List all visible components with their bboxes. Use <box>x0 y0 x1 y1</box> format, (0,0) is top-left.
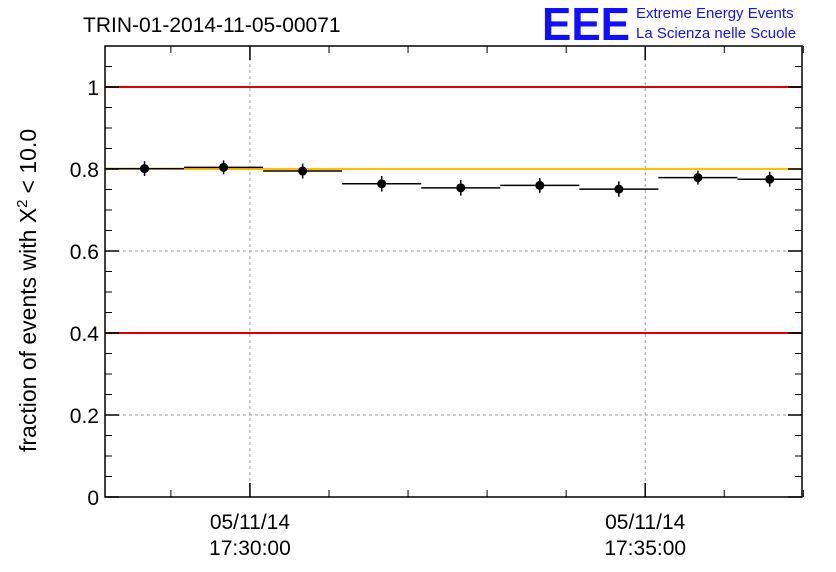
data-point <box>765 174 775 184</box>
tick-labels: 0 0.2 0.4 0.6 0.8 1 05/11/14 17:30:00 05/11/14 17… <box>70 77 686 560</box>
logo-line-2: La Scienza nelle Scuole <box>636 25 796 42</box>
y-tick-label: 0.8 <box>70 159 99 182</box>
y-tick-label: 0.4 <box>70 323 100 346</box>
y-axis-label-suffix: < 10.0 <box>15 129 41 194</box>
y-axis-label-text: fraction of events with X <box>15 208 41 452</box>
data-point <box>377 179 387 189</box>
logo-line-1: Extreme Energy Events <box>636 5 794 22</box>
plot-frame <box>104 45 803 498</box>
data-point <box>298 166 308 176</box>
y-axis-label-superscript: 2 <box>14 199 31 207</box>
x-tick-label-date: 05/11/14 <box>605 511 686 534</box>
data-point <box>535 180 545 190</box>
y-tick-label: 0.6 <box>70 241 99 264</box>
y-axis-label: fraction of events with X2 < 10.0 <box>14 129 41 452</box>
grid <box>105 46 802 497</box>
data-point <box>614 184 624 194</box>
y-tick-label: 1 <box>87 77 99 100</box>
logo-mark: EEE <box>542 0 630 50</box>
data-series <box>105 160 802 197</box>
eee-logo: EEE Extreme Energy Events La Scienza nel… <box>542 0 796 50</box>
data-point <box>219 162 229 172</box>
y-tick-label: 0 <box>87 487 99 510</box>
x-tick-label-time: 17:35:00 <box>604 537 686 560</box>
reference-lines <box>105 86 802 334</box>
axis-ticks <box>105 46 804 498</box>
data-point <box>693 173 703 183</box>
y-tick-label: 0.2 <box>70 405 99 428</box>
x-tick-label-date: 05/11/14 <box>210 511 291 534</box>
x-tick-label-time: 17:30:00 <box>209 537 291 560</box>
data-point <box>456 183 466 193</box>
run-title: TRIN-01-2014-11-05-00071 <box>83 14 341 37</box>
data-point <box>140 164 150 174</box>
